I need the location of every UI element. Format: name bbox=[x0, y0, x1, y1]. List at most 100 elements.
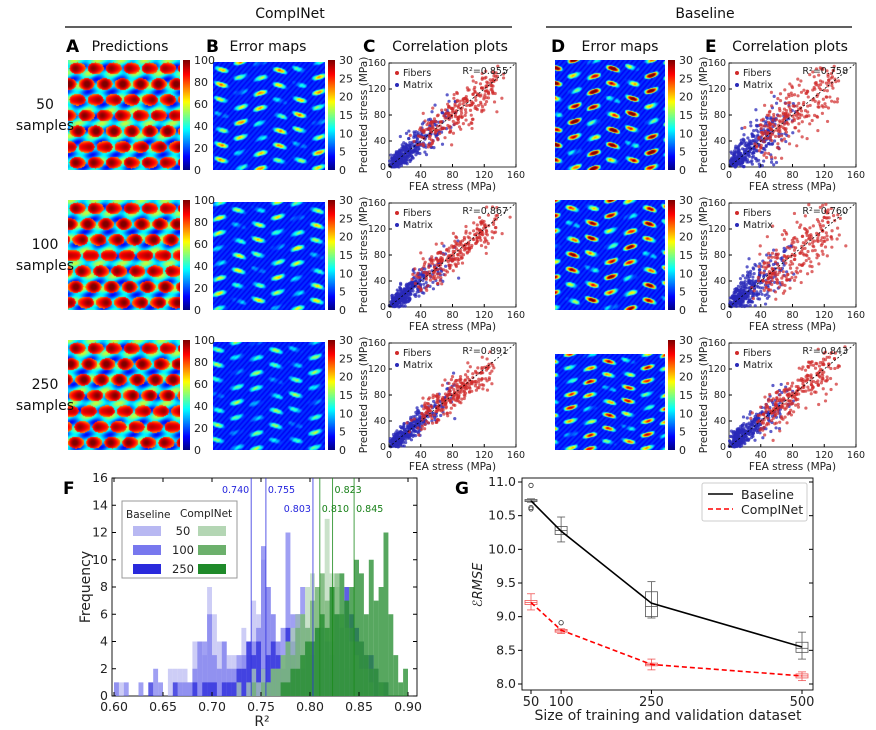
fiber-point bbox=[441, 268, 446, 272]
fiber-point bbox=[421, 257, 425, 261]
fiber-point bbox=[775, 146, 780, 150]
mean-label: 0.845 bbox=[356, 504, 383, 515]
fiber-point bbox=[491, 84, 495, 88]
y-tick-label: 16 bbox=[92, 470, 108, 485]
colorbar-tick-label: 20 bbox=[339, 91, 353, 104]
fiber-point bbox=[455, 236, 459, 240]
fiber-point bbox=[426, 402, 431, 406]
colorbar-tick-label: 100 bbox=[194, 194, 215, 207]
fiber-point bbox=[825, 69, 829, 73]
fiber-point bbox=[454, 264, 459, 269]
legend-matrix-marker bbox=[395, 363, 399, 367]
fiber-point bbox=[430, 123, 434, 127]
fiber-point bbox=[495, 110, 499, 114]
x-tick-label: 160 bbox=[507, 310, 525, 321]
fiber-point bbox=[491, 79, 496, 83]
fiber-point bbox=[490, 87, 494, 91]
matrix-point bbox=[445, 93, 449, 97]
fiber-point bbox=[474, 388, 478, 392]
fiber-point bbox=[831, 214, 836, 218]
fiber-point bbox=[792, 104, 796, 108]
fiber-point bbox=[448, 392, 452, 396]
matrix-point bbox=[736, 146, 740, 150]
matrix-point bbox=[738, 294, 742, 298]
matrix-point bbox=[749, 140, 753, 144]
fiber-point bbox=[826, 208, 830, 212]
fiber-point bbox=[447, 126, 451, 130]
fiber-point bbox=[811, 224, 815, 228]
fiber-point bbox=[833, 351, 837, 355]
fiber-point bbox=[764, 155, 769, 160]
fiber-point bbox=[807, 234, 812, 238]
colorbar-tick-label: 25 bbox=[679, 72, 693, 85]
fiber-point bbox=[770, 255, 774, 259]
matrix-point bbox=[774, 426, 778, 430]
matrix-point bbox=[751, 151, 755, 155]
matrix-point bbox=[395, 432, 400, 437]
fiber-point bbox=[487, 92, 491, 96]
histogram-bar bbox=[285, 682, 291, 696]
fiber-point bbox=[787, 134, 791, 138]
matrix-point bbox=[733, 301, 737, 305]
fiber-point bbox=[477, 232, 482, 237]
matrix-point bbox=[748, 423, 752, 428]
matrix-point bbox=[440, 111, 444, 115]
matrix-point bbox=[791, 131, 795, 135]
matrix-point bbox=[410, 284, 414, 288]
fiber-point bbox=[830, 229, 834, 233]
fiber-point bbox=[774, 248, 778, 252]
fiber-point bbox=[818, 360, 822, 365]
x-tick-label: 0.90 bbox=[394, 699, 422, 714]
matrix-point bbox=[741, 291, 745, 296]
fiber-point bbox=[758, 252, 762, 256]
fiber-point bbox=[412, 139, 416, 144]
matrix-point bbox=[758, 431, 762, 435]
matrix-point bbox=[451, 371, 456, 375]
x-tick-label: 0 bbox=[726, 170, 732, 181]
histogram-bar bbox=[265, 587, 271, 696]
series-line-compinet bbox=[530, 601, 803, 677]
fiber-point bbox=[818, 367, 823, 371]
matrix-point bbox=[757, 292, 761, 296]
histogram-bar bbox=[275, 668, 281, 696]
fiber-point bbox=[776, 409, 780, 413]
error-map-compinet bbox=[213, 62, 325, 170]
histogram-bar bbox=[349, 587, 355, 696]
fiber-point bbox=[800, 247, 805, 251]
y-tick-label: 160 bbox=[368, 338, 386, 349]
fiber-point bbox=[482, 226, 486, 230]
matrix-point bbox=[772, 248, 776, 252]
fiber-point bbox=[818, 222, 822, 226]
fiber-point bbox=[796, 378, 800, 382]
histogram-bar bbox=[231, 682, 237, 696]
x-tick-label: 0 bbox=[386, 450, 392, 461]
fiber-point bbox=[450, 143, 454, 147]
fiber-point bbox=[778, 92, 783, 96]
colorbar-tick-label: 20 bbox=[679, 91, 693, 104]
histogram-bar bbox=[359, 573, 364, 696]
fiber-point bbox=[790, 241, 794, 246]
matrix-point bbox=[749, 291, 753, 295]
fiber-point bbox=[478, 82, 483, 86]
y-tick-label: 80 bbox=[714, 250, 726, 261]
matrix-point bbox=[753, 438, 757, 442]
fiber-point bbox=[455, 382, 459, 386]
fiber-point bbox=[432, 117, 437, 121]
fiber-point bbox=[438, 279, 442, 283]
fiber-point bbox=[453, 262, 457, 266]
x-tick-label: 40 bbox=[755, 170, 767, 181]
fiber-point bbox=[817, 73, 821, 77]
fiber-point bbox=[442, 253, 446, 257]
x-tick-label: 160 bbox=[507, 450, 525, 461]
fiber-point bbox=[485, 84, 489, 88]
fiber-point bbox=[769, 288, 773, 292]
fiber-point bbox=[809, 360, 813, 364]
matrix-point bbox=[735, 287, 739, 291]
matrix-point bbox=[418, 414, 422, 418]
fiber-point bbox=[479, 370, 483, 374]
fiber-point bbox=[800, 135, 804, 139]
matrix-point bbox=[758, 262, 762, 266]
matrix-point bbox=[741, 274, 745, 278]
legend-matrix-label: Matrix bbox=[403, 360, 433, 371]
